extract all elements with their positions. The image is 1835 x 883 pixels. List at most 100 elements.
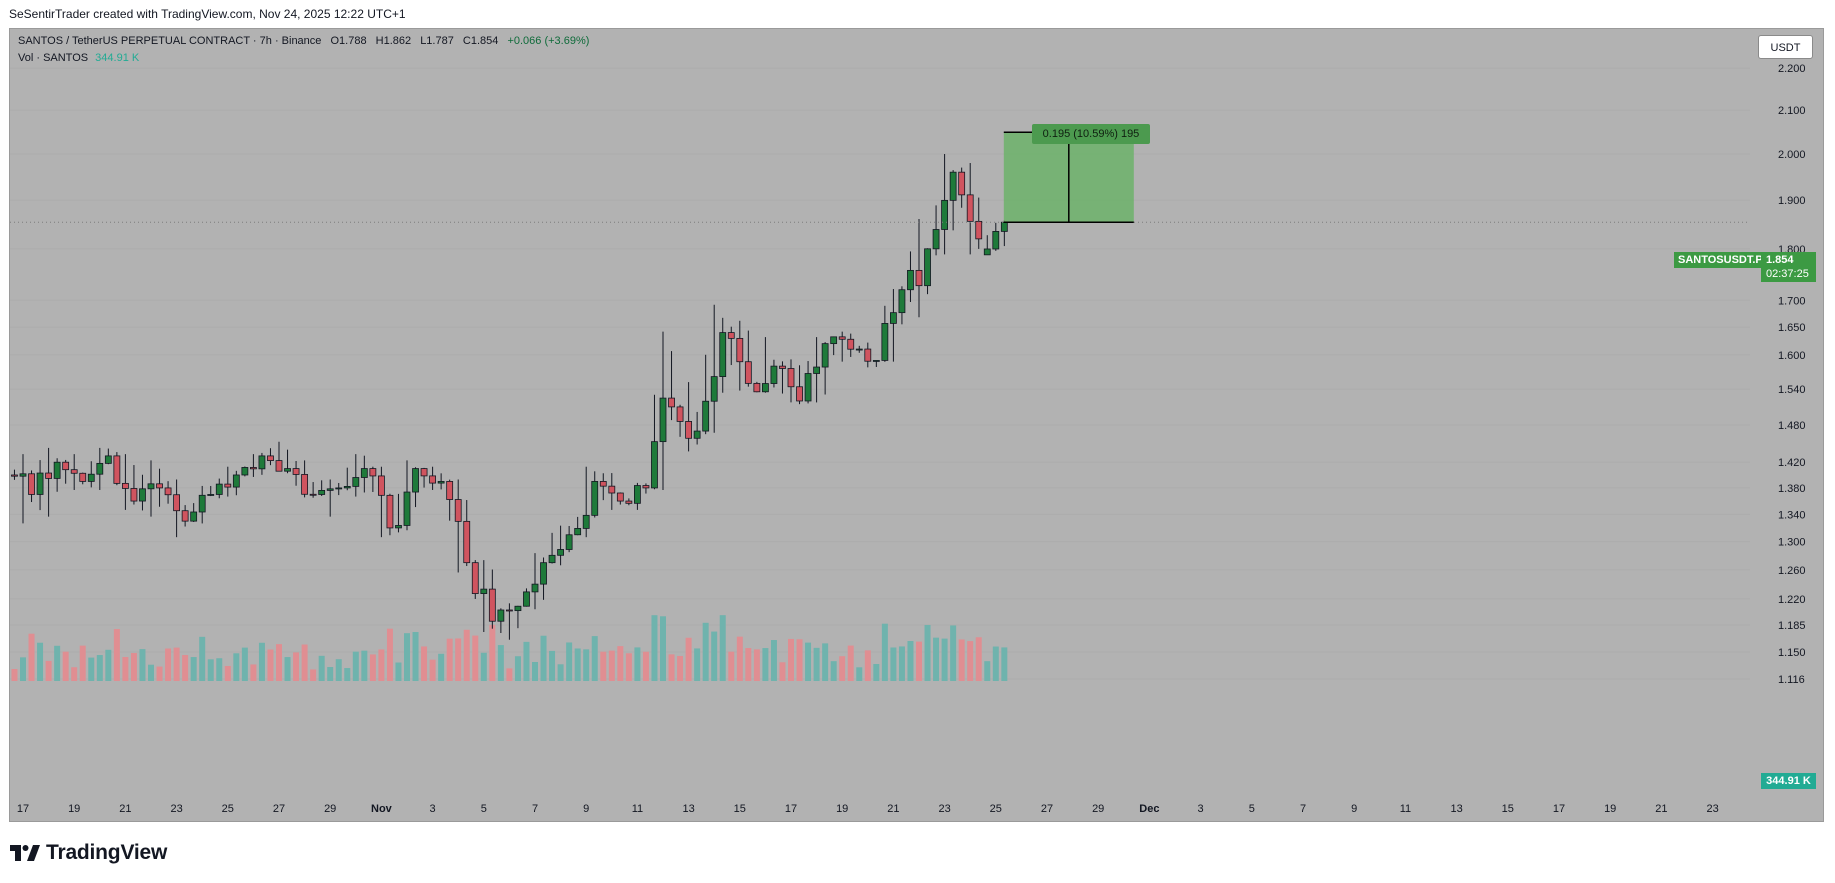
price-tick-label: 1.700 (1778, 295, 1806, 307)
candle-body (62, 461, 70, 471)
candle-body (514, 605, 522, 612)
symbol-price-label: SANTOSUSDT.P (1674, 252, 1767, 268)
volume-bar (216, 658, 223, 681)
price-tick-label: 1.116 (1778, 674, 1805, 686)
candle (403, 460, 411, 531)
volume-bar (557, 664, 564, 681)
volume-bar (856, 667, 863, 681)
volume-bar (267, 649, 274, 681)
candle (28, 470, 35, 503)
candle-body (651, 441, 658, 489)
time-tick-label: 5 (481, 803, 487, 815)
candle-body (267, 455, 274, 461)
candle-body (958, 171, 966, 196)
volume-legend-value: 344.91 K (95, 52, 140, 64)
volume-bar (20, 657, 26, 681)
time-tick-label: 19 (68, 803, 80, 815)
candle-body (156, 483, 163, 489)
volume-bar (335, 659, 342, 681)
candle-body (847, 338, 855, 350)
candle (173, 479, 181, 538)
candle (343, 467, 351, 491)
candle (898, 286, 906, 325)
volume-bar (62, 651, 69, 681)
candle-body (855, 348, 863, 351)
time-tick-label: 13 (682, 803, 694, 815)
candle (608, 473, 616, 510)
volume-bar (395, 662, 402, 681)
candle-body (915, 269, 923, 287)
candle-body (412, 468, 419, 493)
candle-body (693, 430, 701, 439)
candle (531, 553, 539, 610)
volume-bar (685, 637, 692, 681)
candle (736, 320, 744, 391)
candle (122, 454, 129, 510)
candle (318, 480, 326, 496)
candle-body (531, 583, 539, 593)
volume-bar (497, 645, 504, 681)
time-tick-label: 23 (1706, 803, 1718, 815)
candle (190, 503, 198, 522)
volume-bar (779, 662, 786, 681)
volume-bar (37, 642, 44, 681)
volume-bar (258, 642, 265, 681)
candle (710, 304, 718, 433)
candle (659, 331, 667, 490)
candle-body (864, 348, 872, 362)
candle (582, 466, 590, 538)
volume-bar (975, 637, 982, 681)
volume-bar (276, 644, 282, 681)
volume-bar (352, 651, 359, 681)
candle (958, 167, 966, 208)
candle-body (830, 336, 838, 345)
candle (821, 342, 829, 395)
chart-area[interactable]: 2.200 2.100 2.000 1.900 1.800 1.700 1.650 1.600… (9, 28, 1824, 822)
price-chart[interactable]: 2.2002.1002.0001.9001.8001.7001.6501.600… (10, 29, 1824, 822)
candle (79, 472, 87, 485)
volume-bar (745, 648, 752, 681)
time-tick-label: 5 (1249, 803, 1255, 815)
candle (463, 500, 471, 567)
candle-body (966, 194, 974, 222)
volume-bar (421, 646, 428, 681)
volume-bar (241, 647, 248, 681)
candle (437, 473, 445, 490)
time-tick-label: 27 (273, 803, 285, 815)
candle-body (275, 460, 283, 472)
candle-body (335, 487, 343, 490)
candle-body (599, 481, 607, 487)
volume-bar (523, 641, 530, 681)
volume-bar (480, 652, 487, 681)
candle (616, 492, 624, 505)
candle-body (787, 368, 795, 388)
price-tick-label: 1.480 (1778, 420, 1806, 432)
volume-bar (668, 654, 675, 681)
volume-bar (54, 645, 61, 681)
time-tick-label: 7 (532, 803, 538, 815)
candle (907, 251, 914, 303)
time-tick-label: Dec (1139, 803, 1159, 815)
candle-body (608, 485, 616, 494)
candle-body (523, 591, 530, 607)
candle-body (804, 373, 812, 402)
volume-bar (916, 641, 922, 681)
candle (787, 359, 795, 403)
candle (62, 459, 70, 484)
candle-body (770, 365, 778, 384)
volume-bar (446, 638, 453, 681)
candle (599, 473, 607, 501)
candle (267, 448, 274, 466)
volume-bar (728, 651, 735, 681)
candle (104, 448, 112, 465)
candle (386, 493, 394, 536)
tradingview-logo[interactable]: TradingView (10, 838, 167, 868)
time-tick-label: 9 (1351, 803, 1357, 815)
candle (70, 454, 78, 490)
currency-button[interactable]: USDT (1758, 35, 1813, 59)
volume-bar (753, 649, 760, 681)
time-tick-label: 3 (430, 803, 436, 815)
volume-bar (950, 625, 957, 681)
candle-body (446, 481, 454, 500)
candle-body (668, 397, 675, 408)
